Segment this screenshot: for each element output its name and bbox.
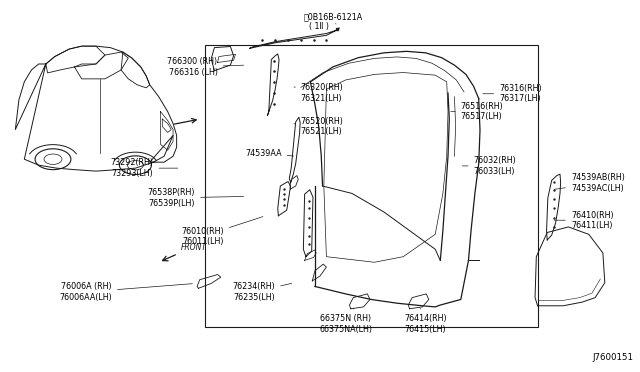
Text: 74539AA: 74539AA [245,149,294,158]
Text: 76410(RH)
76411(LH): 76410(RH) 76411(LH) [554,211,614,230]
Text: 76538P(RH)
76539P(LH): 76538P(RH) 76539P(LH) [148,188,244,208]
Text: 76316(RH)
76317(LH): 76316(RH) 76317(LH) [483,84,542,103]
Text: FRONT: FRONT [180,243,207,252]
Text: 76516(RH)
76517(LH): 76516(RH) 76517(LH) [451,102,504,121]
Text: 73292(RH)
73293(LH): 73292(RH) 73293(LH) [111,158,178,178]
Bar [205,45,538,327]
Text: 76414(RH)
76415(LH): 76414(RH) 76415(LH) [404,308,447,334]
Text: 76520(RH)
76521(LH): 76520(RH) 76521(LH) [294,117,344,136]
Text: 76320(RH)
76321(LH): 76320(RH) 76321(LH) [294,83,344,103]
Text: 76006A (RH)
76006AA(LH): 76006A (RH) 76006AA(LH) [60,282,193,302]
Text: 66375N (RH)
66375NA(LH): 66375N (RH) 66375NA(LH) [319,308,372,334]
Text: 74539AB(RH)
74539AC(LH): 74539AB(RH) 74539AC(LH) [554,173,625,193]
Text: 76032(RH)
76033(LH): 76032(RH) 76033(LH) [462,156,516,176]
Text: 76234(RH)
76235(LH): 76234(RH) 76235(LH) [232,282,292,302]
Text: 766300 (RH)
766316 (LH): 766300 (RH) 766316 (LH) [168,57,244,77]
Text: ␲0B16B-6121A
  ( 1Ⅱ ): ␲0B16B-6121A ( 1Ⅱ ) [304,12,364,31]
Text: 76010(RH)
76011(LH): 76010(RH) 76011(LH) [181,217,263,246]
Text: J7600151: J7600151 [593,353,634,362]
